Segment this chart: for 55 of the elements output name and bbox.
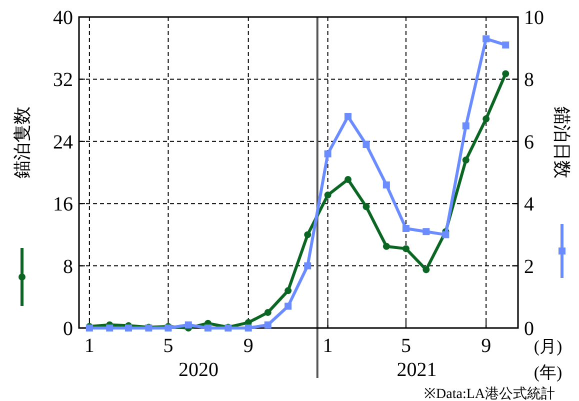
point	[184, 321, 192, 328]
point	[482, 115, 490, 122]
point	[264, 321, 272, 328]
x-tick-label: 5	[400, 335, 411, 357]
text: 2021	[396, 359, 437, 381]
y2-tick-label: 4	[524, 194, 534, 216]
point	[442, 231, 450, 238]
x-tick-label: 1	[84, 335, 94, 357]
point	[502, 70, 510, 78]
point	[462, 156, 470, 164]
x-tick-label: 9	[481, 335, 492, 357]
text: ※Data:LA港公式統計	[424, 386, 555, 401]
y-tick-label: 8	[63, 256, 73, 278]
x-tick-label: 5	[163, 335, 174, 357]
y-tick-label: 24	[53, 131, 73, 154]
y2-axis-title: 錨泊日数	[552, 106, 572, 178]
x-tick-label: 9	[243, 335, 254, 357]
point	[422, 266, 430, 274]
point	[344, 176, 352, 183]
y-tick-label: 40	[53, 7, 73, 29]
y-axis-title: 錨泊隻数	[12, 106, 32, 178]
point	[324, 150, 332, 158]
x-tick-label: 1	[322, 335, 333, 357]
point	[402, 224, 410, 232]
point	[422, 228, 430, 236]
y-tick-label: 32	[53, 69, 73, 92]
point	[284, 287, 292, 294]
point	[304, 262, 312, 270]
point	[462, 122, 470, 130]
point	[284, 302, 292, 310]
point	[304, 231, 312, 238]
y2-tick-label: 6	[524, 131, 534, 154]
point	[344, 113, 352, 120]
point	[106, 324, 114, 332]
text: 2020	[178, 359, 219, 381]
point	[382, 181, 390, 188]
point	[382, 242, 390, 250]
y2-tick-label: 2	[524, 256, 534, 278]
y2-tick-label: 10	[524, 7, 544, 29]
text: (年)	[534, 363, 562, 382]
point	[125, 324, 132, 332]
y2-tick-label: 0	[524, 318, 534, 340]
point	[362, 141, 370, 148]
y-tick-label: 16	[53, 194, 73, 216]
point	[502, 41, 510, 48]
y-tick-label: 0	[63, 318, 73, 340]
point	[204, 324, 212, 332]
point	[324, 192, 332, 199]
point	[402, 245, 410, 252]
point	[244, 324, 252, 332]
point	[264, 308, 272, 316]
y2-tick-label: 8	[524, 69, 534, 92]
point	[362, 203, 370, 210]
text: (月)	[534, 337, 562, 356]
point	[482, 35, 490, 42]
